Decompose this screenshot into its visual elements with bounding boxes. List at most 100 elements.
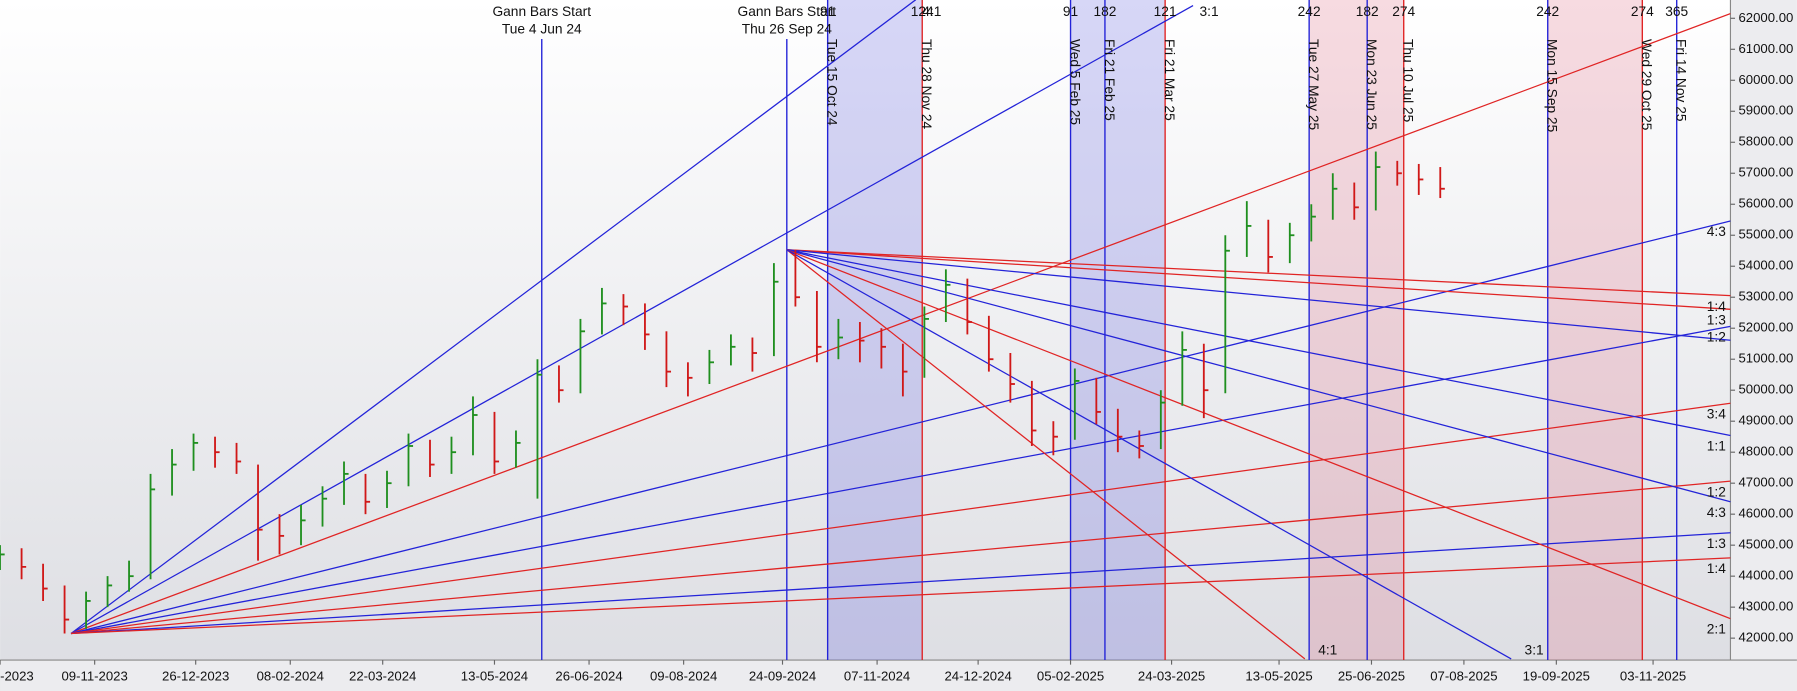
gann-line-label: 4:1 (1318, 643, 1337, 658)
y-tick-label: 44000.00 (1738, 568, 1793, 583)
bar-count: 274 (1392, 4, 1415, 19)
bar-count: 242 (1536, 4, 1559, 19)
gann-line (786, 249, 1731, 297)
gann-start-title: Gann Bars Start (492, 4, 591, 19)
bar-count: 91 (1063, 4, 1078, 19)
gann-line (786, 249, 1731, 503)
gann-line (70, 402, 1731, 635)
bar-count: 182 (1093, 4, 1116, 19)
y-tick-label: 52000.00 (1738, 320, 1793, 335)
gann-line (786, 249, 1731, 341)
price-bars (0, 151, 1445, 634)
y-tick-label: 51000.00 (1738, 351, 1793, 366)
x-tick-label: 24-12-2024 (944, 669, 1011, 684)
gann-line (786, 249, 1731, 620)
gann-line (786, 249, 1512, 660)
gann-line (70, 13, 1731, 635)
vertical-line-label: Fri 21 Feb 25 (1102, 39, 1117, 121)
x-tick-label: 08-02-2024 (257, 669, 324, 684)
gann-start-date: Thu 26 Sep 24 (742, 21, 833, 36)
y-tick-label: 50000.00 (1738, 382, 1793, 397)
gann-line-label: 4:3 (1707, 224, 1726, 239)
x-tick-label: 22-03-2024 (349, 669, 416, 684)
vertical-line-label: Thu 28 Nov 24 (919, 39, 934, 130)
bar-count: 365 (1665, 4, 1688, 19)
y-tick-label: 43000.00 (1738, 599, 1793, 614)
gann-line-label: 1:2 (1707, 484, 1726, 499)
y-tick-label: 57000.00 (1738, 165, 1793, 180)
gann-line-label: 1:1 (1707, 439, 1726, 454)
gann-line (786, 249, 1731, 310)
gann-line (70, 532, 1731, 635)
x-tick-label: 25-06-2025 (1338, 669, 1405, 684)
gann-line-label: 1:3 (1707, 312, 1726, 327)
time-band (1070, 0, 1166, 661)
y-tick-label: 42000.00 (1738, 630, 1793, 645)
y-tick-label: 53000.00 (1738, 289, 1793, 304)
gann-line-label: 3:1 (1200, 4, 1219, 19)
gann-line (70, 220, 1731, 635)
gann-start-title: Gann Bars Start (738, 4, 837, 19)
x-tick-label: 26-09-2023 (0, 669, 34, 684)
y-tick-label: 49000.00 (1738, 413, 1793, 428)
axes: 42000.00 43000.00 44000.00 45000.00 46000.00… (0, 10, 1793, 684)
bar-count: 242 (1298, 4, 1321, 19)
x-tick-label: 07-11-2024 (844, 669, 910, 684)
gann-line-label: 1:4 (1707, 561, 1726, 576)
gann-line-label: 2:1 (1707, 622, 1726, 637)
gann-line-label: 3:4 (1707, 406, 1726, 421)
y-tick-label: 46000.00 (1738, 506, 1793, 521)
gann-line-label: 4:1 (922, 4, 941, 19)
x-tick-label: 13-05-2025 (1245, 669, 1312, 684)
vertical-line-label: Tue 27 May 25 (1306, 39, 1321, 131)
x-tick-label: 07-08-2025 (1430, 669, 1497, 684)
gann-line (70, 0, 917, 635)
x-tick-label: 26-06-2024 (555, 669, 622, 684)
gann-lines (70, 0, 1731, 661)
x-tick-label: 26-12-2023 (162, 669, 229, 684)
y-tick-label: 48000.00 (1738, 444, 1793, 459)
y-tick-label: 61000.00 (1738, 41, 1793, 56)
vertical-line-label: Wed 5 Feb 25 (1067, 39, 1082, 125)
bar-count: 274 (1631, 4, 1654, 19)
bar-count: 121 (1154, 4, 1177, 19)
x-tick-label: 09-08-2024 (650, 669, 717, 684)
gann-line-label: 1:2 (1707, 329, 1726, 344)
gann-line-label: 3:1 (1525, 643, 1544, 658)
time-axis-panel (0, 660, 1797, 691)
gann-line-label: 4:3 (1707, 505, 1726, 520)
x-tick-label: 09-11-2023 (62, 669, 128, 684)
y-tick-label: 54000.00 (1738, 258, 1793, 273)
y-tick-label: 47000.00 (1738, 475, 1793, 490)
y-tick-label: 55000.00 (1738, 227, 1793, 242)
labels: Tue 15 Oct 24 91 Thu 28 Nov 24 124 Wed 5 Feb… (492, 4, 1726, 657)
gann-line (786, 249, 1306, 660)
y-tick-label: 58000.00 (1738, 134, 1793, 149)
bar-count: 124 (911, 4, 934, 19)
y-tick-label: 60000.00 (1738, 72, 1793, 87)
x-tick-label: 24-03-2025 (1138, 669, 1205, 684)
gann-line (70, 325, 1731, 635)
x-tick-label: 03-11-2025 (1620, 669, 1686, 684)
bar-count: 182 (1356, 4, 1379, 19)
gann-line-label: 1:4 (1707, 299, 1726, 314)
gann-line (786, 249, 1731, 437)
vertical-line-label: Mon 23 Jun 25 (1364, 39, 1379, 130)
gann-start-date: Tue 4 Jun 24 (502, 21, 582, 36)
vertical-line-label: Fri 14 Nov 25 (1674, 39, 1689, 122)
x-tick-label: 05-02-2025 (1037, 669, 1104, 684)
vertical-line-label: Mon 15 Sep 25 (1545, 39, 1560, 133)
vertical-line-label: Wed 29 Oct 25 (1639, 39, 1654, 131)
bands (827, 0, 1643, 661)
vertical-line-label: Tue 15 Oct 24 (824, 39, 839, 126)
x-tick-label: 13-05-2024 (461, 669, 528, 684)
y-tick-label: 56000.00 (1738, 196, 1793, 211)
y-tick-label: 59000.00 (1738, 103, 1793, 118)
time-band (827, 0, 923, 661)
x-tick-label: 24-09-2024 (749, 669, 816, 684)
vertical-line-label: Fri 21 Mar 25 (1162, 39, 1177, 121)
vertical-line-label: Thu 10 Jul 25 (1401, 39, 1416, 123)
